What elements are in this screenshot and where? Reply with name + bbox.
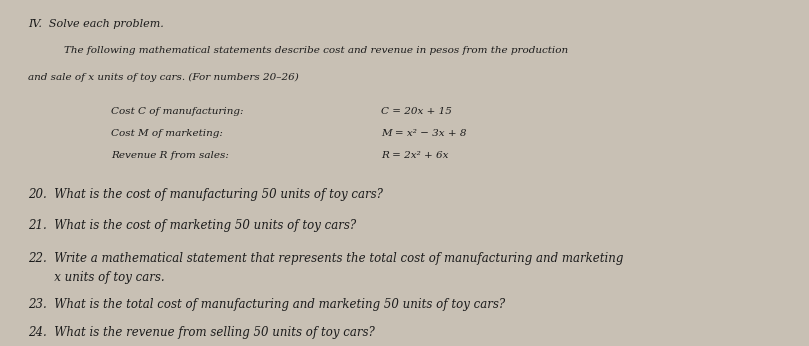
- Text: x units of toy cars.: x units of toy cars.: [28, 271, 164, 284]
- Text: 24.  What is the revenue from selling 50 units of toy cars?: 24. What is the revenue from selling 50 …: [28, 326, 375, 339]
- Text: The following mathematical statements describe cost and revenue in pesos from th: The following mathematical statements de…: [64, 46, 568, 55]
- Text: and sale of x units of toy cars. (For numbers 20–26): and sale of x units of toy cars. (For nu…: [28, 73, 299, 82]
- Text: R = 2x² + 6x: R = 2x² + 6x: [381, 151, 448, 160]
- Text: Cost M of marketing:: Cost M of marketing:: [111, 129, 223, 138]
- Text: M = x² − 3x + 8: M = x² − 3x + 8: [381, 129, 466, 138]
- Text: Revenue R from sales:: Revenue R from sales:: [111, 151, 229, 160]
- Text: 21.  What is the cost of marketing 50 units of toy cars?: 21. What is the cost of marketing 50 uni…: [28, 219, 356, 232]
- Text: IV.  Solve each problem.: IV. Solve each problem.: [28, 19, 163, 29]
- Text: 23.  What is the total cost of manufacturing and marketing 50 units of toy cars?: 23. What is the total cost of manufactur…: [28, 299, 505, 311]
- Text: C = 20x + 15: C = 20x + 15: [381, 107, 451, 116]
- Text: 20.  What is the cost of manufacturing 50 units of toy cars?: 20. What is the cost of manufacturing 50…: [28, 188, 383, 201]
- Text: 22.  Write a mathematical statement that represents the total cost of manufactur: 22. Write a mathematical statement that …: [28, 252, 623, 265]
- Text: Cost C of manufacturing:: Cost C of manufacturing:: [111, 107, 244, 116]
